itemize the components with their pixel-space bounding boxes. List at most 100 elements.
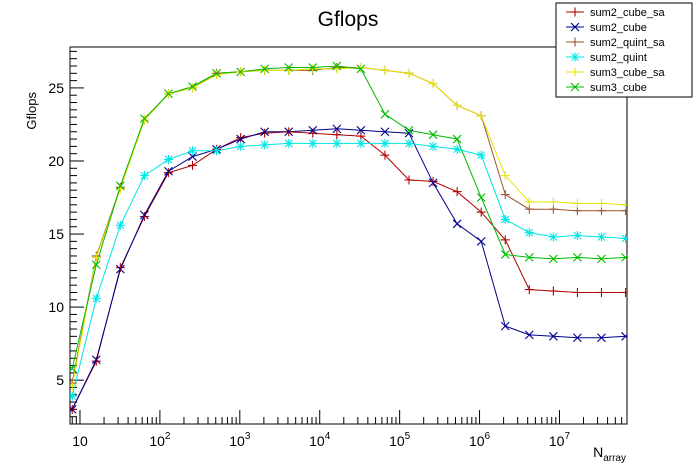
data-point <box>308 63 318 72</box>
legend-swatch-marker <box>570 22 580 32</box>
x-tick-exponent: 6 <box>485 431 491 442</box>
data-point <box>621 331 627 341</box>
data-point <box>572 198 582 208</box>
data-point <box>500 250 510 259</box>
legend-swatch-marker <box>570 52 580 62</box>
x-tick-exponent: 3 <box>245 431 251 442</box>
legend-item: sum3_cube <box>566 82 647 94</box>
data-point <box>500 190 510 200</box>
data-point <box>332 61 342 71</box>
x-tick-base: 10 <box>389 433 405 449</box>
x-axis-label-sub: array <box>603 453 626 464</box>
data-point <box>356 125 366 135</box>
data-point <box>548 197 558 207</box>
x-tick-base: 10 <box>309 433 325 449</box>
data-point <box>380 127 390 137</box>
data-point <box>428 141 438 151</box>
data-point <box>236 67 246 77</box>
legend-label: sum2_quint <box>590 52 647 64</box>
series-line-sum3_cube <box>71 65 626 369</box>
data-point <box>284 63 294 72</box>
data-point <box>260 127 270 137</box>
data-point <box>260 128 270 138</box>
data-point <box>332 130 342 140</box>
data-point <box>573 253 582 262</box>
data-point <box>212 146 222 156</box>
data-point <box>140 210 149 220</box>
data-point <box>524 330 534 340</box>
legend-item: sum2_quint_sa <box>566 37 665 49</box>
data-point <box>621 253 627 262</box>
data-point <box>428 178 438 188</box>
legend-label: sum2_cube_sa <box>590 7 665 19</box>
data-point <box>596 287 606 297</box>
data-point <box>236 141 246 151</box>
data-point <box>621 200 627 210</box>
data-point <box>70 381 77 391</box>
data-point <box>91 293 101 303</box>
data-point <box>139 212 149 222</box>
data-point <box>476 236 486 246</box>
legend-item: sum2_cube_sa <box>566 7 665 19</box>
x-tick-base: 10 <box>149 433 165 449</box>
data-point <box>621 233 627 243</box>
y-tick-label: 25 <box>48 80 64 96</box>
x-tick-label: 106 <box>469 431 491 449</box>
x-tick-base: 10 <box>229 433 245 449</box>
data-point <box>284 127 294 137</box>
legend-label: sum3_cube <box>590 82 647 94</box>
x-tick-label: 10 <box>72 433 88 449</box>
data-point <box>332 124 342 134</box>
legend-item: sum2_quint <box>566 52 647 64</box>
data-point <box>140 114 149 123</box>
data-point <box>500 235 510 245</box>
y-tick-label: 5 <box>56 372 64 388</box>
plot-frame <box>69 46 628 425</box>
x-tick-label: 104 <box>309 431 331 449</box>
data-point <box>115 263 125 273</box>
data-point <box>284 138 294 148</box>
data-point <box>500 171 510 181</box>
series-line-sum2_cube_sa <box>71 131 626 410</box>
data-point <box>428 130 438 140</box>
x-tick-exponent: 7 <box>564 431 570 442</box>
data-point <box>115 181 125 191</box>
data-point <box>548 232 558 242</box>
y-tick-label: 10 <box>48 299 64 315</box>
data-point <box>452 187 462 197</box>
data-point <box>332 138 342 148</box>
legend-label: sum3_cube_sa <box>590 67 665 79</box>
data-point <box>212 70 222 80</box>
data-point <box>428 176 438 186</box>
data-point <box>380 150 390 160</box>
x-axis-label: Narray <box>593 444 626 464</box>
series-markers <box>70 61 627 414</box>
data-point <box>236 134 246 144</box>
data-point <box>452 219 462 229</box>
legend-items: sum2_cube_sa sum2_cube sum2_quint_sa sum2_q… <box>566 7 665 94</box>
data-point <box>596 232 606 242</box>
y-axis-label: Gflops <box>24 92 39 130</box>
data-point <box>91 260 101 270</box>
series-line-sum2_quint <box>71 142 626 397</box>
data-point <box>404 125 414 135</box>
legend-label: sum2_quint_sa <box>590 37 665 49</box>
data-point <box>188 146 198 156</box>
data-point <box>404 128 414 138</box>
data-point <box>260 65 270 75</box>
data-point <box>452 144 462 154</box>
legend: sum2_cube_sa sum2_cube sum2_quint_sa sum2_q… <box>555 2 693 98</box>
data-point <box>212 68 221 78</box>
x-tick-label: 103 <box>229 431 251 449</box>
data-point <box>163 168 173 178</box>
data-point <box>188 82 197 91</box>
data-point <box>524 197 534 207</box>
data-point <box>91 356 101 366</box>
data-point <box>356 64 366 74</box>
legend-box <box>555 2 693 98</box>
data-point <box>188 160 198 170</box>
data-point <box>500 214 510 224</box>
data-point <box>404 138 414 148</box>
data-point <box>164 166 173 176</box>
